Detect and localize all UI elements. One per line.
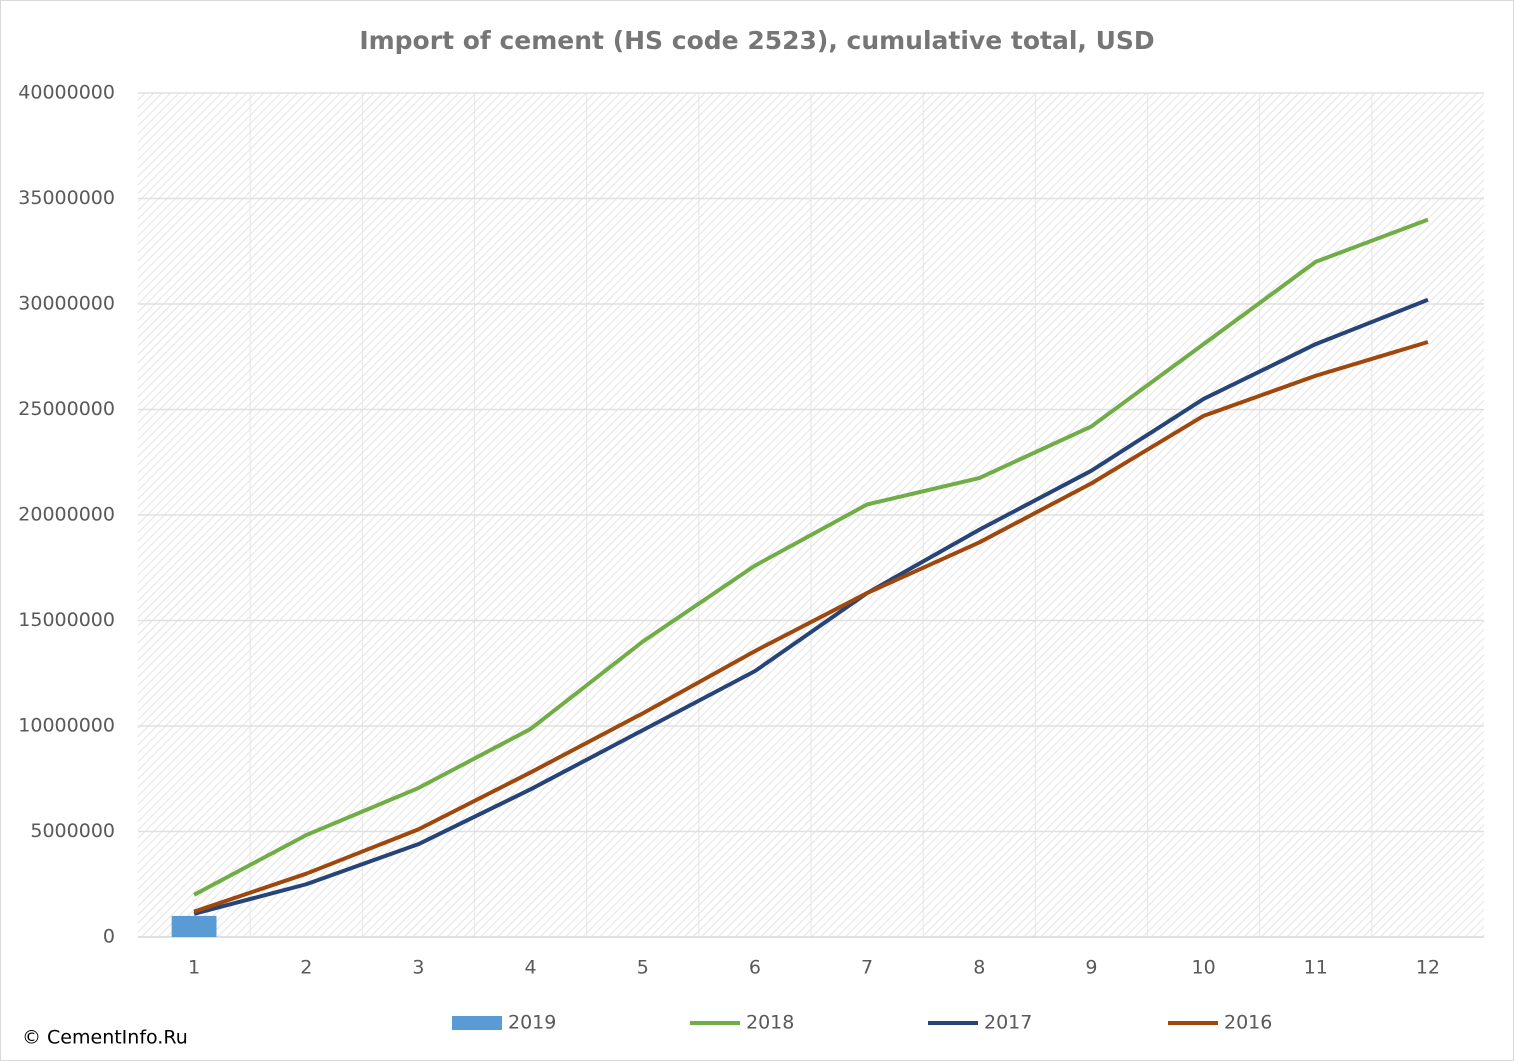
y-tick-label: 20000000 [18,504,115,526]
y-tick-label: 40000000 [18,82,115,104]
y-tick-label: 5000000 [30,820,115,842]
y-tick-label: 25000000 [18,398,115,420]
legend-label: 2018 [746,1012,794,1034]
x-tick-label: 10 [1191,957,1215,979]
x-tick-label: 9 [1085,957,1097,979]
x-tick-label: 7 [861,957,873,979]
x-tick-label: 12 [1416,957,1440,979]
y-tick-label: 35000000 [18,187,115,209]
x-tick-label: 8 [973,957,985,979]
y-tick-label: 15000000 [18,609,115,631]
x-tick-label: 6 [749,957,761,979]
x-tick-label: 3 [412,957,424,979]
bar [171,915,217,937]
x-tick-label: 11 [1304,957,1328,979]
legend-label: 2017 [984,1012,1032,1034]
source-note: © CementInfo.Ru [22,1027,188,1049]
y-tick-label: 10000000 [18,715,115,737]
line-series [193,297,1429,916]
x-tick-label: 1 [188,957,200,979]
y-tick-label: 30000000 [18,293,115,315]
x-tick-label: 5 [637,957,649,979]
line-series [193,217,1429,897]
line-series [193,340,1429,914]
legend-label: 2016 [1224,1012,1272,1034]
legend-label: 2019 [508,1012,556,1034]
chart-title: Import of cement (HS code 2523), cumulat… [359,26,1154,55]
x-tick-label: 2 [300,957,312,979]
x-tick-label: 4 [525,957,537,979]
legend-swatch [452,1016,502,1030]
y-tick-label: 0 [103,926,115,948]
